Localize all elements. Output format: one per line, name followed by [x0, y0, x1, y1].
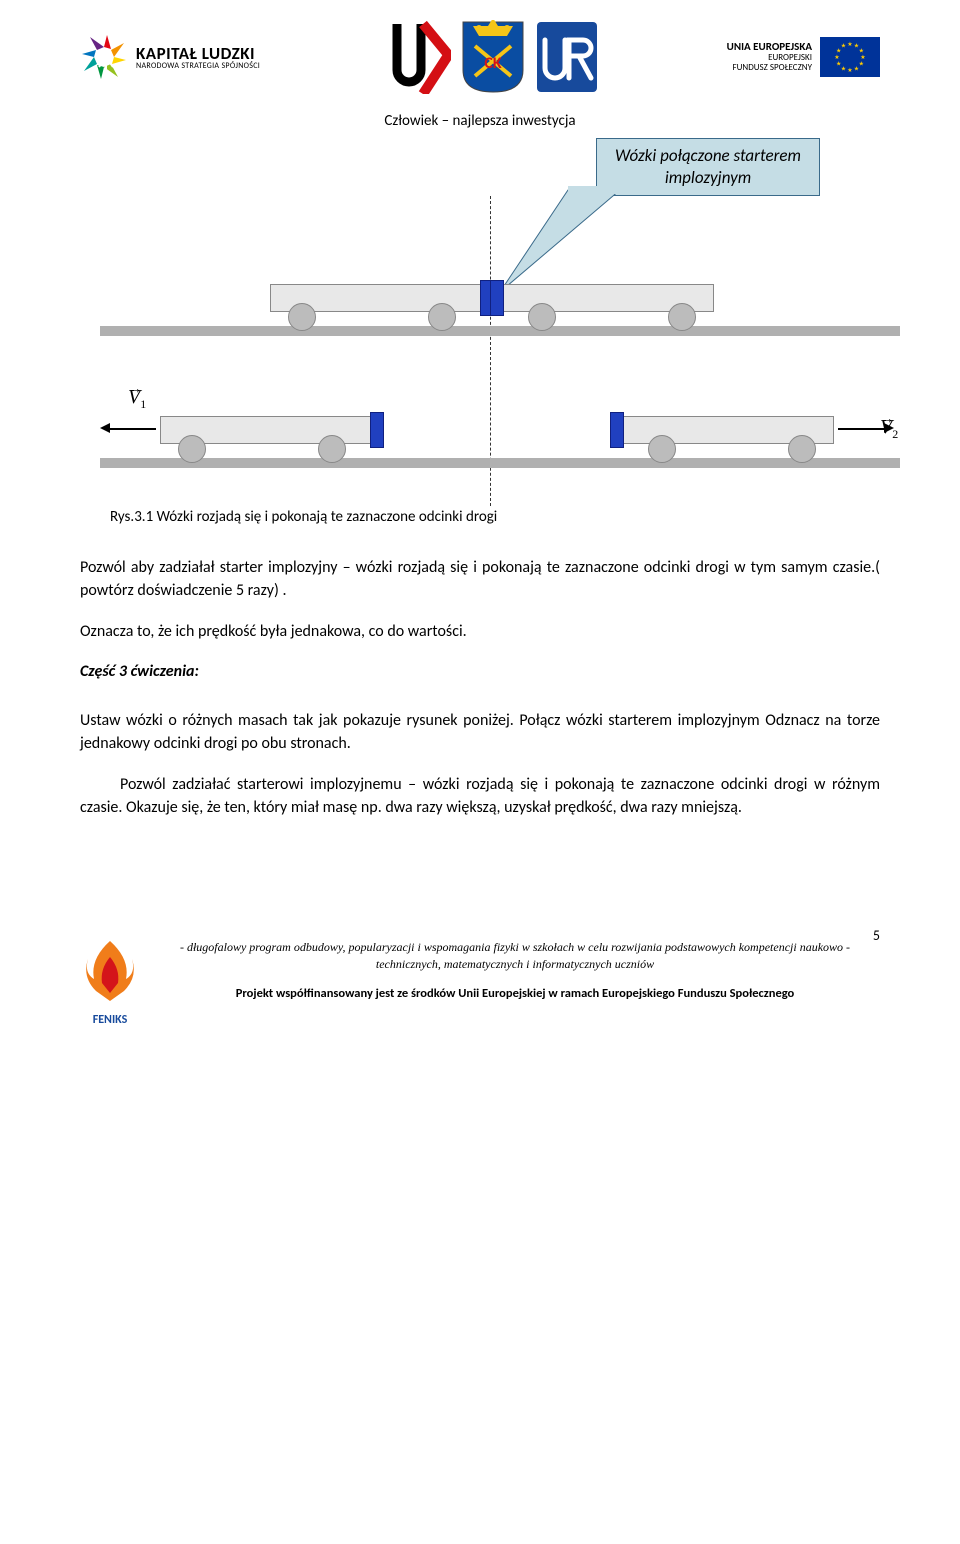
footer-line2: Projekt współfinansowany jest ze środków… [150, 986, 880, 1003]
center-logos: CK [387, 20, 599, 94]
svg-text:★: ★ [847, 66, 852, 74]
v2-arrow-head [884, 423, 894, 433]
figure-caption: Rys.3.1 Wózki rozjadą się i pokonają te … [110, 508, 880, 526]
paragraph-2: Oznacza to, że ich prędkość była jednako… [80, 620, 880, 643]
svg-text:CK: CK [485, 54, 502, 73]
v1-label: →V1 [128, 386, 146, 412]
tagline: Człowiek – najlepsza inwestycja [80, 112, 880, 130]
feniks-logo-icon: FENIKS [80, 939, 140, 1029]
lower-right-cart [614, 416, 834, 461]
svg-text:★: ★ [854, 64, 859, 72]
svg-text:★: ★ [859, 60, 864, 68]
physics-diagram: Wózki połączone starterem implozyjnym [80, 138, 880, 498]
eu-text: UNIA EUROPEJSKA EUROPEJSKI FUNDUSZ SPOŁE… [727, 41, 812, 73]
v1-arrow-line [110, 428, 156, 430]
paragraph-4: Pozwól zadziałać starterowi implozyjnemu… [80, 773, 880, 819]
section-label: Część 3 ćwiczenia: [80, 662, 880, 681]
upper-left-cart [270, 284, 490, 329]
paragraph-3: Ustaw wózki o różnych masach tak jak pok… [80, 709, 880, 755]
eu-logo: UNIA EUROPEJSKA EUROPEJSKI FUNDUSZ SPOŁE… [727, 37, 880, 77]
eu-line3: FUNDUSZ SPOŁECZNY [727, 63, 812, 73]
kapital-ludzki-logo: KAPITAŁ LUDZKI NARODOWA STRATEGIA SPÓJNO… [80, 33, 260, 81]
eu-flag-icon: ★★★★★★★★★★★★ [820, 37, 880, 77]
kl-title: KAPITAŁ LUDZKI [136, 45, 260, 62]
footer: 5 FENIKS - długofalowy program odbudowy,… [80, 939, 880, 1029]
v1-arrow-head [100, 423, 110, 433]
page-number: 5 [873, 927, 880, 944]
footer-line1: - długofalowy program odbudowy, populary… [150, 939, 880, 971]
page: KAPITAŁ LUDZKI NARODOWA STRATEGIA SPÓJNO… [0, 0, 960, 1059]
paragraph-1: Pozwól aby zadziałał starter implozyjny … [80, 556, 880, 602]
svg-text:FENIKS: FENIKS [93, 1013, 128, 1027]
lower-left-cart [160, 416, 380, 461]
svg-text:★: ★ [841, 42, 846, 50]
footer-text: - długofalowy program odbudowy, populary… [150, 939, 880, 1002]
kl-text: KAPITAŁ LUDZKI NARODOWA STRATEGIA SPÓJNO… [136, 45, 260, 70]
kielce-shield-icon: CK [461, 20, 525, 94]
kl-star-icon [80, 33, 128, 81]
header-logo-row: KAPITAŁ LUDZKI NARODOWA STRATEGIA SPÓJNO… [80, 20, 880, 94]
svg-text:★: ★ [841, 64, 846, 72]
ur-logo-icon [535, 20, 599, 94]
kl-subtitle: NARODOWA STRATEGIA SPÓJNOŚCI [136, 62, 260, 70]
ujk-logo-icon [387, 20, 451, 94]
svg-text:★: ★ [847, 40, 852, 48]
upper-right-cart [494, 284, 714, 329]
v2-arrow-line [838, 428, 884, 430]
